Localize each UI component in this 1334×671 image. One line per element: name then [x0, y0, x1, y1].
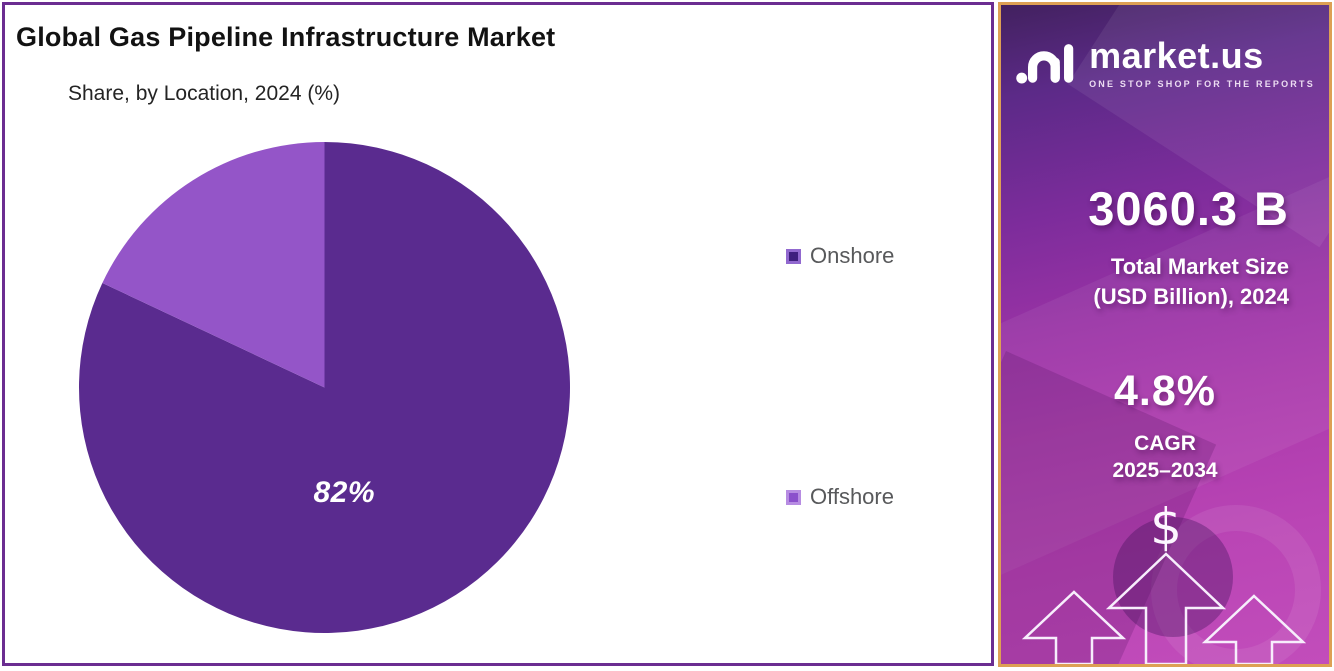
- brand-tagline: ONE STOP SHOP FOR THE REPORTS: [1089, 78, 1315, 89]
- legend-marker-offshore: [786, 489, 801, 505]
- cagr-value: 4.8%: [1113, 367, 1216, 415]
- brand-name: market.us: [1089, 34, 1264, 76]
- cagr-label: CAGR 2025–2034: [1001, 430, 1329, 485]
- legend-item-offshore: Offshore: [786, 484, 894, 510]
- chart-panel: Global Gas Pipeline Infrastructure Marke…: [2, 2, 994, 666]
- legend-item-onshore: Onshore: [786, 243, 894, 269]
- dollar-icon: $: [1150, 498, 1182, 556]
- market-us-panel: market.us ONE STOP SHOP FOR THE REPORTS …: [998, 2, 1332, 667]
- market-size-unit: B: [1254, 182, 1289, 235]
- up-arrow-icon: [1105, 552, 1227, 664]
- market-size-label-line2: (USD Billion), 2024: [1093, 283, 1289, 309]
- legend-marker-onshore: [786, 248, 801, 264]
- market-us-logo-icon: [1016, 44, 1074, 84]
- up-arrow-icon: [1201, 594, 1307, 664]
- pie-slice-percentage-label: 82%: [313, 476, 375, 510]
- chart-title: Global Gas Pipeline Infrastructure Marke…: [16, 22, 556, 52]
- legend-label-offshore: Offshore: [810, 484, 894, 509]
- market-size-value: 3060.3 B: [1001, 181, 1289, 236]
- up-arrow-icon: [1021, 590, 1127, 664]
- legend-label-onshore: Onshore: [810, 243, 895, 268]
- chart-subtitle: Share, by Location, 2024 (%): [68, 82, 340, 105]
- market-size-number: 3060.3: [1088, 182, 1239, 235]
- pie-chart: 82%: [78, 141, 571, 634]
- pie-chart-svg: [78, 141, 571, 634]
- market-size-label: Total Market Size (USD Billion), 2024: [1001, 252, 1289, 311]
- cagr-block: 4.8% CAGR 2025–2034: [1001, 367, 1329, 485]
- cagr-label-line1: CAGR: [1134, 432, 1196, 455]
- pie-slice-offshore: [102, 141, 325, 388]
- market-us-logo: market.us ONE STOP SHOP FOR THE REPORTS: [1001, 35, 1329, 91]
- market-size-label-line1: Total Market Size: [1110, 254, 1289, 279]
- cagr-label-line2: 2025–2034: [1112, 459, 1218, 483]
- pie-slice-onshore: [78, 141, 571, 634]
- growth-arrows-graphic: $: [1021, 498, 1307, 664]
- market-size-block: 3060.3 B Total Market Size (USD Billion),…: [1001, 181, 1329, 311]
